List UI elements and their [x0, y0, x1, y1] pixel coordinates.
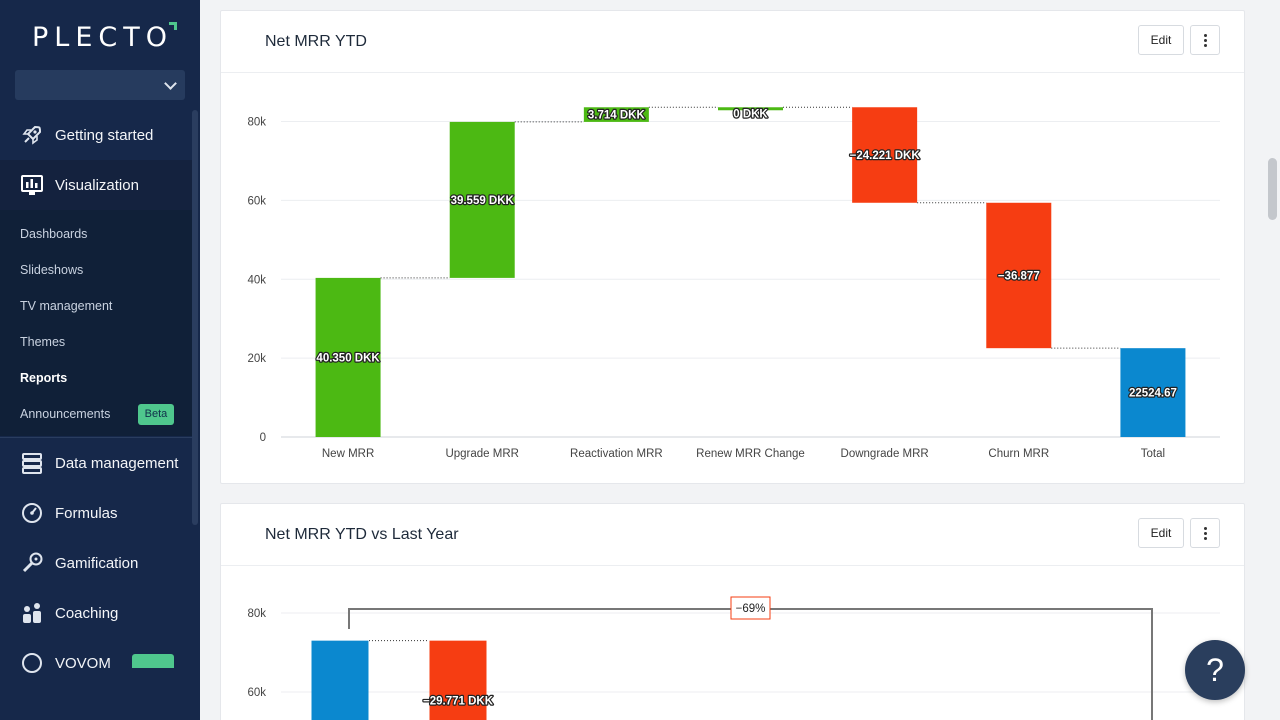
sidebar-item-announcements[interactable]: Announcements: [20, 407, 111, 421]
nav-coaching[interactable]: Coaching: [0, 588, 192, 638]
logo-text: PLECTO: [32, 22, 173, 53]
nav-label: Formulas: [55, 504, 118, 522]
change-badge: [730, 596, 771, 620]
plecto-logo[interactable]: PLECTO: [32, 22, 177, 53]
y-tick-label: 80k: [247, 608, 266, 620]
nav-label: Getting started: [55, 126, 154, 144]
sidebar-item-reports[interactable]: Reports: [20, 371, 68, 385]
y-tick-label: 60k: [247, 195, 266, 207]
workspace-selector[interactable]: [15, 70, 185, 100]
chevron-down-icon: [164, 77, 177, 90]
nav-gamification[interactable]: Gamification: [0, 538, 192, 588]
nav-formulas[interactable]: Formulas: [0, 488, 192, 538]
y-tick-label: 80k: [247, 117, 266, 129]
card-title: Net MRR YTD vs Last Year: [265, 526, 459, 543]
nav-label: Gamification: [55, 554, 139, 572]
data-label: 0 DKK: [733, 108, 768, 120]
dot: [1204, 34, 1207, 37]
gauge-icon: [22, 503, 42, 523]
beta-badge: Beta: [138, 404, 174, 425]
bar: [718, 107, 783, 111]
dot: [1204, 527, 1207, 530]
dot: [1204, 39, 1207, 42]
data-label: 22524.67: [1129, 388, 1177, 400]
nav-label: VOVOM: [55, 654, 111, 672]
data-label: 40.350 DKK: [316, 352, 380, 364]
change-annotation: −69%: [736, 603, 766, 615]
x-tick-label: Upgrade MRR: [445, 448, 519, 460]
waterfall-chart: 0 20k 40k 60k 80k 40.350 DKK New MRR 39.559 DKK…: [247, 106, 1220, 460]
nav-visualization[interactable]: Visualization: [0, 160, 192, 210]
database-icon: [22, 453, 42, 474]
y-tick-label: 20k: [247, 353, 266, 365]
sidebar-item-slideshows[interactable]: Slideshows: [20, 263, 84, 277]
logo-tick-mark: [168, 22, 177, 30]
sidebar-scrollbar[interactable]: [192, 110, 198, 525]
edit-button[interactable]: Edit: [1138, 25, 1184, 55]
bar: [852, 107, 918, 203]
more-options-button[interactable]: [1190, 518, 1220, 548]
chart-card-net-mrr-vs-last-year: Net MRR YTD vs Last Year Edit 60k 80k −29.…: [220, 503, 1245, 720]
dot: [1204, 537, 1207, 540]
people-icon: [23, 603, 41, 623]
page-scrollbar[interactable]: [1268, 158, 1277, 220]
x-tick-label: Churn MRR: [988, 448, 1049, 460]
card-divider: [221, 72, 1244, 73]
sidebar: PLECTO Getting started Visualization Das…: [0, 0, 200, 720]
data-label: −24.221 DKK: [850, 150, 921, 162]
chart-card-net-mrr-ytd: Net MRR YTD Edit 0 20k 40k 60k 80k 40.350 DKK…: [220, 10, 1245, 484]
help-button[interactable]: ?: [1185, 640, 1245, 700]
sidebar-item-dashboards[interactable]: Dashboards: [20, 227, 88, 241]
nav-getting-started[interactable]: Getting started: [0, 110, 192, 160]
bar: [449, 121, 515, 278]
edit-button[interactable]: Edit: [1138, 518, 1184, 548]
data-label: 3.714 DKK: [588, 110, 646, 122]
sidebar-item-themes[interactable]: Themes: [20, 335, 66, 349]
nav-label: Visualization: [55, 176, 139, 194]
data-label: −36.877: [998, 270, 1040, 282]
y-tick-label: 60k: [247, 687, 266, 699]
bar: [1120, 348, 1186, 437]
bar: [429, 640, 487, 720]
sidebar-divider: [0, 437, 192, 438]
data-label: −29.771 DKK: [423, 696, 494, 708]
globe-icon: [22, 653, 42, 673]
bar: [311, 640, 369, 720]
x-tick-label: Downgrade MRR: [841, 448, 929, 460]
y-tick-label: 0: [260, 432, 266, 444]
bar: [986, 202, 1052, 349]
rocket-icon: [22, 125, 42, 145]
bar: [315, 277, 381, 437]
x-tick-label: New MRR: [322, 448, 374, 460]
gamepad-icon: [22, 552, 43, 573]
x-tick-label: Renew MRR Change: [696, 448, 805, 460]
nav-vovom[interactable]: VOVOM: [0, 638, 192, 688]
sidebar-item-tv-management[interactable]: TV management: [20, 299, 113, 313]
new-badge: [132, 654, 174, 668]
nav-data-management[interactable]: Data management: [0, 438, 192, 488]
card-title: Net MRR YTD: [265, 33, 367, 50]
nav-label: Data management: [55, 454, 179, 472]
more-options-button[interactable]: [1190, 25, 1220, 55]
x-tick-label: Total: [1141, 448, 1165, 460]
x-tick-label: Reactivation MRR: [570, 448, 663, 460]
visualization-submenu: Dashboards Slideshows TV management Them…: [0, 210, 192, 436]
nav-label: Coaching: [55, 604, 119, 622]
bar: [583, 107, 649, 122]
dot: [1204, 532, 1207, 535]
data-label: 39.559 DKK: [451, 195, 515, 207]
y-tick-label: 40k: [247, 274, 266, 286]
dot: [1204, 44, 1207, 47]
card-divider: [221, 565, 1244, 566]
bar-chart-icon: [21, 175, 43, 195]
